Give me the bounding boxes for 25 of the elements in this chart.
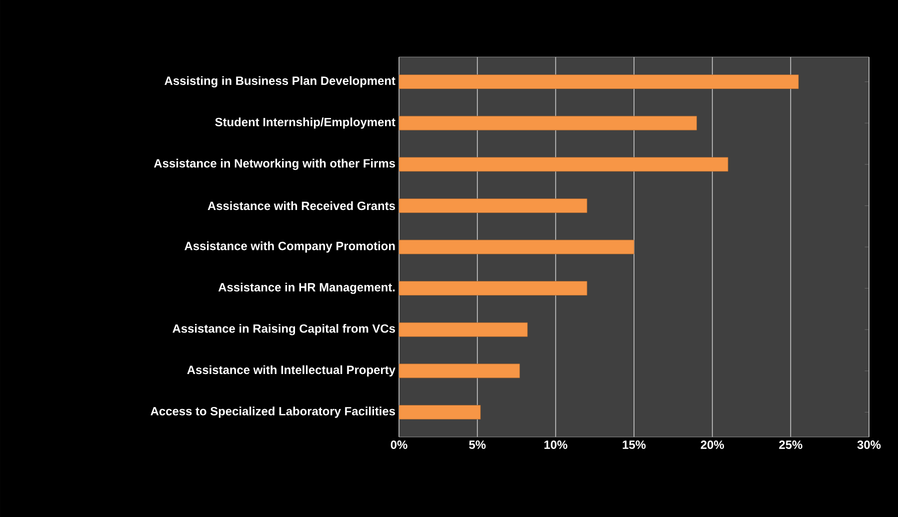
- x-tick-label: 10%: [544, 440, 568, 449]
- y-tick-label: Student Internship/Employment: [215, 118, 396, 129]
- bar: [399, 116, 697, 130]
- bar: [399, 240, 634, 254]
- bar: [399, 157, 728, 172]
- y-tick-label: Assistance in HR Management.: [218, 282, 395, 294]
- y-tick-label: Assisting in Business Plan Development: [164, 76, 396, 88]
- y-tick-label: Access to Specialized Laboratory Facilities: [150, 406, 395, 418]
- y-tick-label: Assistance with Received Grants: [208, 201, 395, 210]
- x-tick-label: 5%: [469, 440, 486, 449]
- y-tick-label: Assistance with Intellectual Property: [187, 365, 396, 376]
- y-tick-label: Assistance in Networking with other Firms: [154, 158, 395, 170]
- bar: [399, 281, 588, 296]
- x-tick-label: 20%: [700, 440, 724, 449]
- x-tick-label: 0%: [390, 440, 408, 449]
- y-tick-label: Assistance with Company Promotion: [184, 241, 395, 253]
- x-tick-label: 15%: [622, 440, 646, 449]
- y-tick-label: Assistance in Raising Capital from VCs: [172, 324, 395, 336]
- bar: [399, 322, 528, 337]
- x-tick-label: 30%: [857, 440, 881, 449]
- bar: [399, 364, 520, 378]
- bar: [399, 198, 588, 213]
- x-tick-label: 25%: [779, 440, 802, 449]
- bar: [399, 405, 481, 420]
- bar: [399, 74, 799, 89]
